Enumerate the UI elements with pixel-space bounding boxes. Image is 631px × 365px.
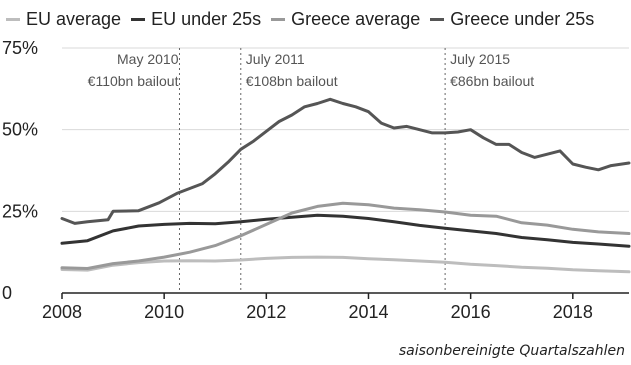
legend-swatch <box>430 17 445 21</box>
x-tick-label: 2014 <box>348 302 388 322</box>
x-tick-label: 2016 <box>451 302 491 322</box>
x-tick-label: 2018 <box>553 302 593 322</box>
annotation-label: July 2015 <box>450 51 510 67</box>
annotation-label: July 2011 <box>246 51 305 67</box>
series-line <box>60 213 631 248</box>
legend-item: Greece average <box>271 9 420 30</box>
y-tick-label: 50% <box>2 120 38 140</box>
x-tick-label: 2010 <box>144 302 184 322</box>
y-tick-label: 75% <box>2 38 38 58</box>
series-line <box>60 201 631 270</box>
legend-label: EU average <box>26 8 122 29</box>
annotation-label: May 2010 <box>117 51 179 67</box>
annotation-label: €110bn bailout <box>88 73 179 89</box>
series-line <box>60 255 631 274</box>
legend-item: EU under 25s <box>131 9 261 30</box>
legend-item: EU average <box>6 9 121 30</box>
annotation-label: €108bn bailout <box>246 73 338 89</box>
x-tick-label: 2012 <box>246 302 286 322</box>
legend-label: EU under 25s <box>151 8 262 29</box>
x-tick-label: 2008 <box>42 302 82 322</box>
chart-legend: EU average EU under 25s Greece average Gree… <box>6 2 604 36</box>
legend-label: Greece under 25s <box>450 8 595 29</box>
legend-swatch <box>271 17 286 21</box>
legend-item: Greece under 25s <box>430 9 594 30</box>
legend-swatch <box>6 17 20 21</box>
y-tick-label: 25% <box>2 201 38 221</box>
series-line <box>60 97 631 225</box>
legend-label: Greece average <box>291 8 421 29</box>
y-tick-label: 0 <box>2 283 12 303</box>
chart-caption: saisonbereinigte Quartalszahlen <box>398 343 625 359</box>
annotation-label: €86bn bailout <box>450 73 534 89</box>
legend-swatch <box>131 17 146 21</box>
